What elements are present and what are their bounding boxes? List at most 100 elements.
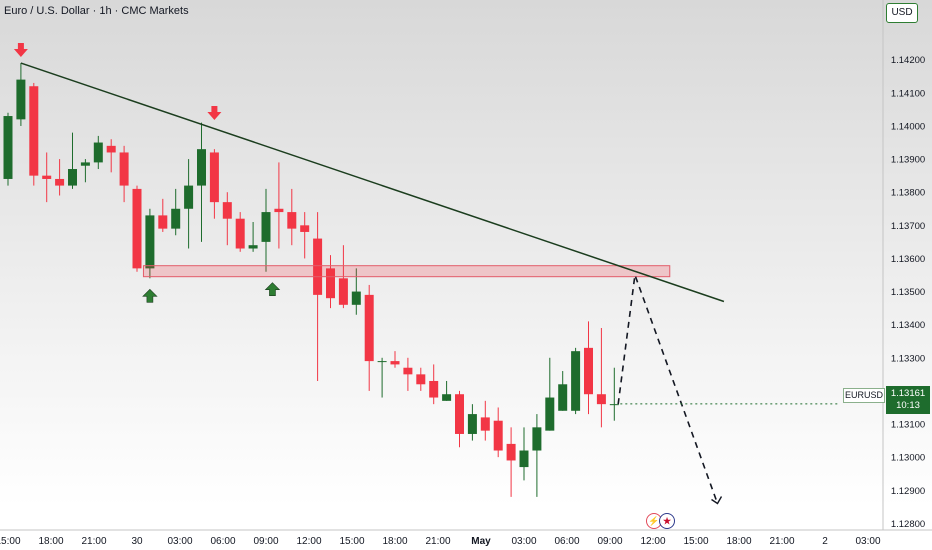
x-tick-label: 06:00: [554, 536, 579, 547]
candle-body: [184, 185, 194, 209]
x-tick-label: 18:00: [382, 536, 407, 547]
price-axis[interactable]: 1.14200 1.14100 1.14000 1.13900 1.13800 1.137…: [891, 55, 925, 530]
candle-body: [571, 351, 581, 411]
candle-body: [68, 169, 77, 186]
candle-body: [326, 268, 335, 299]
y-tick-label: 1.12900: [891, 486, 925, 497]
y-tick-label: 1.13500: [891, 287, 925, 298]
y-tick-label: 1.13700: [891, 221, 925, 232]
x-tick-label: 03:00: [511, 536, 536, 547]
candle-body: [338, 278, 348, 305]
x-tick-label: 03:00: [855, 536, 880, 547]
candle-body: [519, 450, 529, 468]
candle-body: [80, 162, 90, 166]
candles-layer: [3, 63, 619, 497]
economic-events[interactable]: ⚡ ★: [646, 513, 676, 529]
candle-body: [119, 152, 129, 186]
candle-body: [222, 202, 232, 219]
x-tick-label: May: [471, 536, 491, 547]
us-flag-icon[interactable]: ★: [659, 513, 675, 529]
candle-body: [209, 152, 219, 203]
x-tick-label: 12:00: [296, 536, 321, 547]
y-tick-label: 1.14200: [891, 55, 925, 66]
x-tick-label: 15:00: [683, 536, 708, 547]
x-tick-label: 2: [822, 536, 828, 547]
x-tick-label: 18:00: [38, 536, 63, 547]
bar-countdown: 10:13: [896, 400, 920, 411]
candle-body: [416, 374, 426, 385]
y-tick-label: 1.13100: [891, 420, 925, 431]
y-tick-label: 1.13300: [891, 353, 925, 364]
candle-body: [197, 149, 206, 186]
candle-body: [532, 427, 542, 451]
currency-button[interactable]: USD: [886, 3, 918, 23]
candle-body: [29, 86, 39, 176]
trendline: [20, 62, 725, 303]
candle-body: [390, 361, 400, 365]
x-tick-label: 30: [131, 536, 143, 547]
x-tick-label: 06:00: [210, 536, 235, 547]
candle-body: [455, 394, 464, 434]
candle-body: [609, 404, 619, 406]
y-tick-label: 1.13600: [891, 254, 925, 265]
x-tick-label: 15:00: [0, 536, 21, 547]
candle-body: [480, 417, 490, 431]
candle-body: [377, 361, 387, 363]
candle-body: [584, 347, 593, 395]
candle-body: [596, 394, 606, 405]
time-axis[interactable]: 15:00 18:00 21:00 30 03:00 06:00 09:00 12:00 15:…: [0, 536, 881, 547]
resistance-zone: [142, 265, 671, 278]
candle-body: [55, 178, 65, 186]
candle-body: [132, 188, 142, 269]
sell-arrow: [207, 105, 222, 120]
ticker-label: EURUSD: [843, 388, 885, 403]
x-tick-label: 09:00: [253, 536, 278, 547]
last-price-label: 1.13161 10:13: [886, 386, 930, 414]
buy-arrow: [142, 288, 158, 303]
candle-body: [287, 212, 297, 229]
candle-body: [364, 294, 374, 362]
candle-body: [403, 367, 413, 375]
x-tick-label: 15:00: [339, 536, 364, 547]
candle-body: [171, 208, 181, 229]
candle-body: [545, 397, 555, 431]
x-tick-label: 21:00: [81, 536, 106, 547]
y-tick-label: 1.13900: [891, 155, 925, 166]
x-tick-label: 21:00: [425, 536, 450, 547]
buy-arrow: [264, 282, 281, 296]
chart-title: Euro / U.S. Dollar · 1h · CMC Markets: [4, 5, 189, 17]
y-tick-label: 1.12800: [891, 519, 925, 530]
candle-body: [429, 380, 439, 398]
candle-body: [158, 215, 168, 229]
x-tick-label: 12:00: [640, 536, 665, 547]
last-price-value: 1.13161: [890, 388, 926, 399]
y-tick-label: 1.13000: [891, 453, 925, 464]
candle-body: [442, 394, 452, 401]
candle-body: [558, 384, 568, 411]
y-tick-label: 1.14100: [891, 88, 925, 99]
candle-body: [300, 225, 310, 232]
y-tick-label: 1.13800: [891, 188, 925, 199]
candle-body: [351, 291, 361, 305]
candle-body: [274, 208, 284, 213]
candle-body: [261, 212, 271, 242]
candle-body: [313, 238, 323, 295]
y-tick-label: 1.13400: [891, 320, 925, 331]
x-tick-label: 18:00: [726, 536, 751, 547]
candle-body: [506, 443, 516, 461]
candle-body: [145, 215, 155, 269]
candle-body: [493, 420, 503, 451]
annotation-layer: [13, 43, 840, 505]
y-tick-label: 1.14000: [891, 121, 925, 132]
candle-body: [235, 218, 245, 249]
candle-body: [467, 414, 477, 434]
candle-body: [93, 142, 103, 163]
x-tick-label: 03:00: [167, 536, 192, 547]
candle-body: [3, 116, 13, 179]
candle-body: [16, 79, 26, 120]
candle-body: [248, 245, 258, 249]
projection-path: [617, 274, 719, 504]
x-tick-label: 09:00: [597, 536, 622, 547]
